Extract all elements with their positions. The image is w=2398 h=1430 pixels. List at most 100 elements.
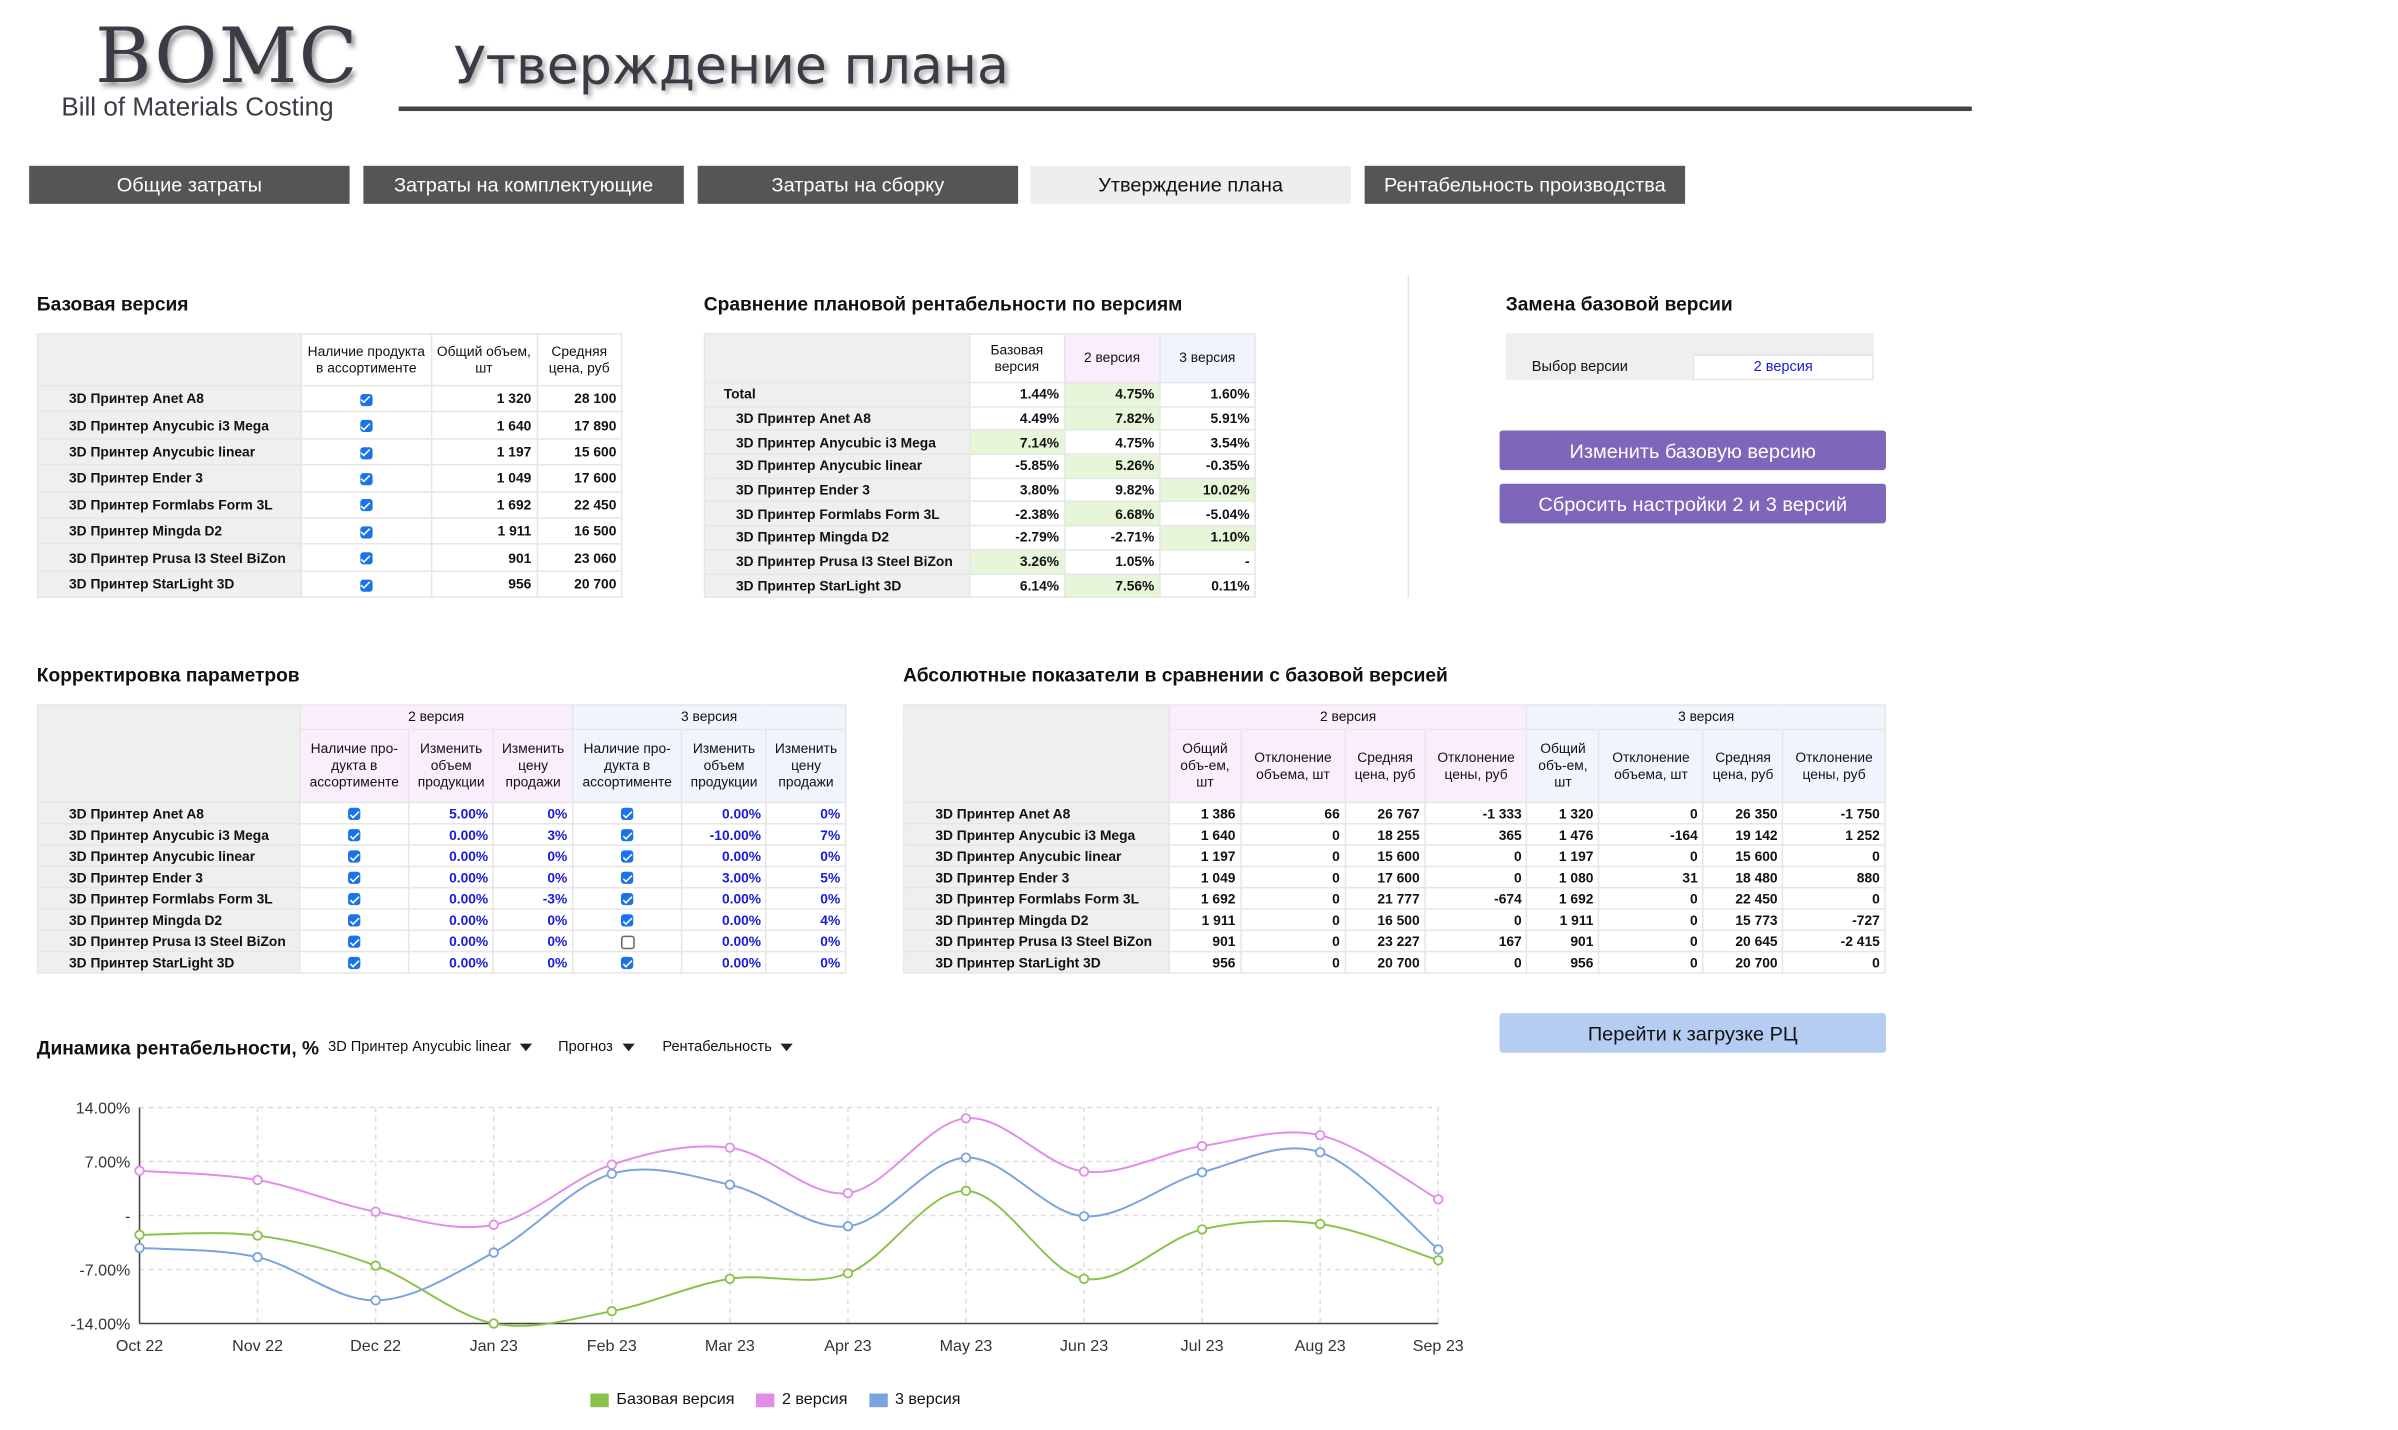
x-tick-label: Mar 23 (705, 1337, 755, 1355)
volume-change-input[interactable]: 5.00% (407, 801, 495, 825)
price-change-input[interactable]: 5% (765, 865, 847, 889)
checkbox[interactable] (348, 957, 361, 970)
product-name: Total (703, 381, 971, 408)
mode-filter-dropdown[interactable]: Прогноз (558, 1039, 635, 1056)
select-version-dropdown[interactable]: 2 версия (1692, 354, 1874, 381)
volume-change-input[interactable]: 0.00% (407, 908, 495, 932)
checkbox[interactable] (621, 850, 634, 863)
volume-change-input[interactable]: 0.00% (407, 929, 495, 953)
checkbox[interactable] (360, 446, 373, 459)
price-change-input[interactable]: 0% (492, 844, 574, 868)
checkbox[interactable] (348, 829, 361, 842)
checkbox[interactable] (348, 935, 361, 948)
price-change-input[interactable]: -3% (492, 886, 574, 910)
product-name: 3D Принтер Formlabs Form 3L (703, 501, 971, 527)
volume-change-input[interactable]: 3.00% (680, 865, 768, 889)
checkbox[interactable] (360, 499, 373, 512)
col-header: Общий объем, шт (430, 333, 538, 387)
value-cell: 1 692 (1526, 886, 1600, 910)
price-change-input[interactable]: 0% (492, 929, 574, 953)
checkbox[interactable] (348, 850, 361, 863)
price-change-input[interactable]: 0% (765, 929, 847, 953)
metric-filter-dropdown[interactable]: Рентабельность (662, 1039, 794, 1056)
checkbox[interactable] (360, 473, 373, 486)
price-change-input[interactable]: 0% (492, 865, 574, 889)
tab-profitability[interactable]: Рентабельность производства (1364, 165, 1686, 204)
checkbox[interactable] (348, 914, 361, 927)
tab-assembly-costs[interactable]: Затраты на сборку (697, 165, 1019, 204)
price-change-input[interactable]: 0% (765, 801, 847, 825)
checkbox[interactable] (360, 578, 373, 592)
value-cell: 20 645 (1702, 929, 1784, 953)
checkbox[interactable] (621, 893, 634, 906)
checkbox[interactable] (621, 914, 634, 927)
profitability-cell: 10.02% (1158, 477, 1256, 503)
price-change-input[interactable]: 3% (492, 823, 574, 846)
product-filter-dropdown[interactable]: 3D Принтер Anycubic linear (328, 1039, 533, 1056)
data-point (960, 1185, 972, 1197)
product-name: 3D Принтер Anycubic linear (36, 437, 303, 466)
volume-change-input[interactable]: 0.00% (407, 886, 495, 910)
volume-change-input[interactable]: 0.00% (680, 950, 768, 974)
volume-change-input[interactable]: 0.00% (680, 801, 768, 825)
absolute-title: Абсолютные показатели в сравнении с базо… (903, 664, 1448, 687)
price-change-input[interactable]: 0% (492, 908, 574, 932)
volume-change-input[interactable]: 0.00% (680, 908, 768, 932)
reset-versions-button[interactable]: Сбросить настройки 2 и 3 версий (1499, 483, 1886, 524)
table-row: 3D Принтер StarLight 3D 956 0 20 700 0 956 0 20… (903, 950, 1886, 974)
product-available-checkbox-cell (298, 929, 410, 953)
volume-change-input[interactable]: 0.00% (407, 865, 495, 889)
goto-price-upload-button[interactable]: Перейти к загрузке РЦ (1499, 1013, 1886, 1053)
checkbox[interactable] (620, 934, 635, 949)
value-cell: 15 600 (1702, 844, 1784, 868)
volume-change-input[interactable]: 0.00% (680, 844, 768, 868)
price-change-input[interactable]: 0% (765, 844, 847, 868)
checkbox[interactable] (348, 871, 361, 885)
table-row: 3D Принтер Prusa I3 Steel BiZon 3.26% 1.05… (703, 548, 1256, 575)
legend-label: 2 версия (781, 1390, 848, 1409)
tab-plan-approval[interactable]: Утверждение плана (1030, 165, 1351, 204)
checkbox[interactable] (621, 808, 634, 821)
value-cell: 0 (1598, 886, 1704, 910)
profitability-cell: 1.05% (1063, 548, 1161, 575)
value-cell: 0 (1240, 886, 1346, 910)
price-change-input[interactable]: 7% (765, 823, 847, 846)
table-row: 3D Принтер Ender 3 3.80% 9.82% 10.02% (703, 477, 1256, 503)
checkbox[interactable] (360, 552, 373, 565)
checkbox[interactable] (621, 871, 634, 885)
price-change-input[interactable]: 0% (492, 801, 574, 825)
price-change-input[interactable]: 0% (492, 950, 574, 974)
data-point (1433, 1255, 1444, 1266)
product-filter-value: 3D Принтер Anycubic linear (328, 1039, 512, 1056)
product-available-checkbox-cell (300, 384, 432, 413)
checkbox[interactable] (360, 526, 373, 539)
price-change-input[interactable]: 0% (765, 950, 847, 974)
x-tick-label: May 23 (940, 1337, 993, 1355)
product-name: 3D Принтер Anycubic linear (36, 844, 301, 868)
volume-change-input[interactable]: 0.00% (680, 929, 768, 953)
volume-change-input[interactable]: 0.00% (407, 823, 495, 846)
col-header: Отклонение объема, шт (1240, 728, 1346, 804)
volume-change-input[interactable]: 0.00% (407, 844, 495, 868)
tab-component-costs[interactable]: Затраты на комплектующие (363, 165, 684, 204)
price-cell: 23 060 (535, 543, 623, 572)
data-point (606, 1306, 617, 1317)
product-available-checkbox-cell (571, 908, 683, 932)
checkbox[interactable] (621, 829, 634, 842)
price-change-input[interactable]: 0% (765, 886, 847, 910)
change-base-version-button[interactable]: Изменить базовую версию (1499, 430, 1886, 471)
volume-change-input[interactable]: -10.00% (680, 823, 768, 846)
legend-swatch (755, 1392, 775, 1407)
product-available-checkbox-cell (571, 929, 683, 953)
volume-change-input[interactable]: 0.00% (680, 886, 768, 910)
checkbox[interactable] (360, 420, 373, 433)
tab-general-costs[interactable]: Общие затраты (29, 165, 350, 204)
volume-change-input[interactable]: 0.00% (407, 950, 495, 974)
volume-cell: 1 320 (430, 384, 538, 413)
checkbox[interactable] (348, 808, 361, 821)
price-change-input[interactable]: 4% (765, 908, 847, 932)
checkbox[interactable] (360, 393, 373, 406)
x-tick-label: Jan 23 (470, 1337, 518, 1355)
checkbox[interactable] (621, 957, 634, 970)
checkbox[interactable] (348, 893, 361, 906)
